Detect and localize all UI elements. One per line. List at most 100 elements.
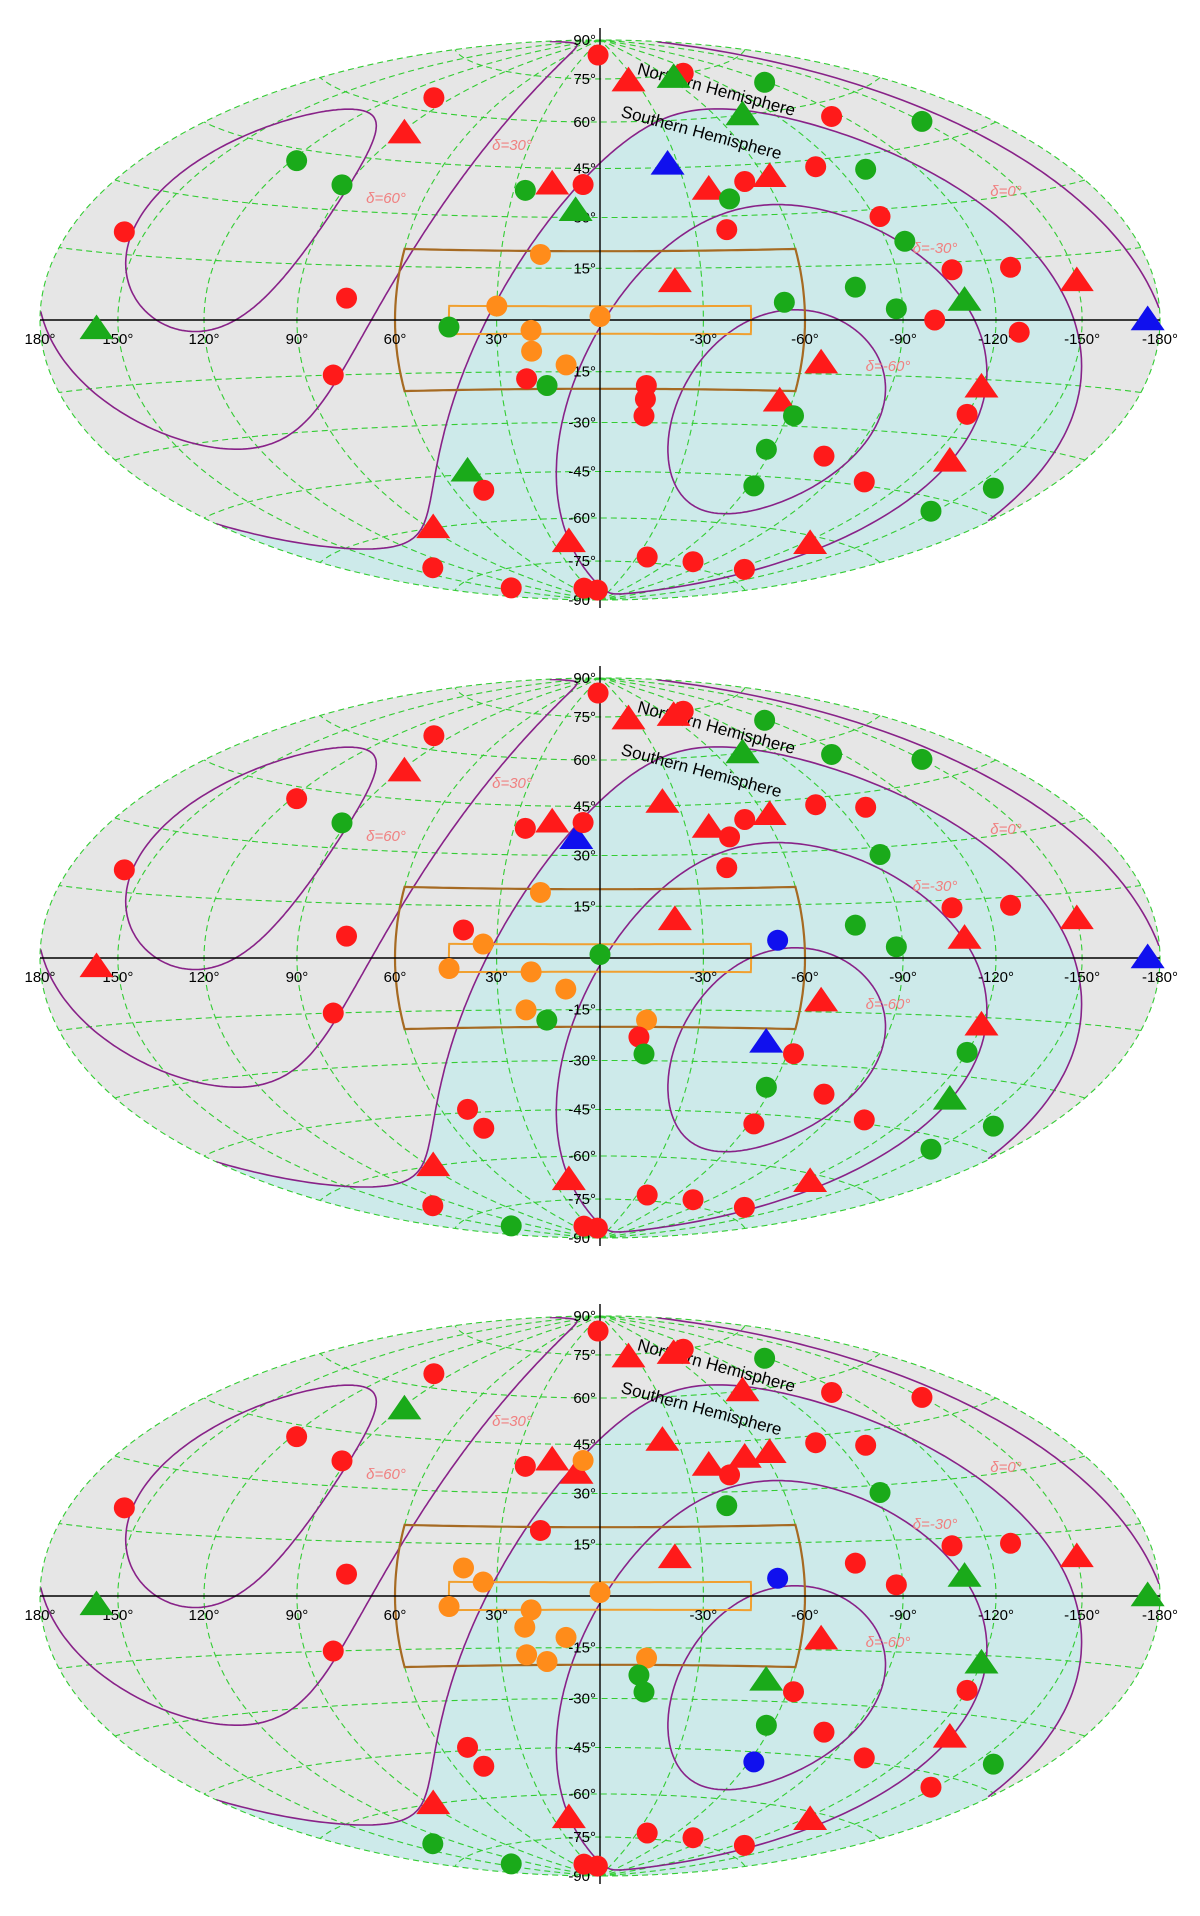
source-triangle-red (727, 1443, 762, 1468)
source-circle-green (743, 475, 765, 497)
source-circle-red (636, 1184, 658, 1206)
source-triangle-red (535, 1445, 570, 1471)
lon-tick-label: 30° (485, 1607, 508, 1624)
source-circle-green (422, 1833, 444, 1855)
source-circle-orange (472, 933, 494, 955)
source-circle-red (113, 1497, 135, 1519)
lat-tick-label: 45° (573, 798, 596, 815)
source-circle-red (956, 1679, 978, 1701)
source-circle-red (734, 808, 756, 830)
lon-tick-label: -60° (791, 1607, 819, 1624)
lon-tick-label: 180° (24, 331, 55, 348)
parallel (319, 715, 881, 761)
meridian (496, 39, 601, 601)
dec-zero-label: δ=0° (990, 1459, 1021, 1476)
source-circle-green (982, 1753, 1004, 1775)
source-triangle-red (551, 527, 586, 553)
dec-plus30-label: δ=30° (492, 137, 532, 154)
source-triangle-red (645, 788, 680, 813)
declination-contours (40, 678, 1160, 1233)
source-circle-red (783, 1043, 805, 1065)
source-circle-red (331, 1450, 353, 1472)
source-circle-red (956, 403, 978, 425)
declination-contour (215, 1161, 421, 1188)
source-circle-green (885, 936, 907, 958)
source-markers (79, 44, 1165, 601)
dec-plus60-label: δ=60° (366, 190, 406, 207)
source-triangle-green (725, 100, 760, 126)
lon-tick-label: -150° (1064, 969, 1100, 986)
source-circle-green (869, 844, 891, 866)
source-circle-red (336, 1563, 358, 1585)
source-triangle-red (752, 162, 787, 188)
source-triangle-green (932, 1084, 967, 1110)
source-circle-red (813, 445, 835, 467)
source-circle-red (473, 1755, 495, 1777)
source-circle-green (844, 276, 866, 298)
declination-contours (40, 1316, 1160, 1871)
source-circle-red (636, 1822, 658, 1844)
source-triangle-blue (650, 150, 685, 175)
source-circle-orange (486, 295, 508, 317)
declination-contour (667, 1585, 887, 1791)
lon-tick-label: -30° (690, 331, 718, 348)
source-circle-green (438, 316, 460, 338)
source-circle-green (286, 150, 308, 172)
source-triangle-red (691, 1451, 726, 1476)
source-circle-red (813, 1083, 835, 1105)
source-circle-red (853, 1109, 875, 1131)
lat-tick-label: -45° (568, 1102, 596, 1119)
source-triangle-red (752, 800, 787, 826)
source-triangle-red (691, 813, 726, 838)
source-circle-green (844, 914, 866, 936)
source-circle-red (844, 1552, 866, 1574)
source-markers (79, 1320, 1165, 1877)
source-triangle-green (656, 63, 691, 88)
source-triangle-green (749, 1665, 784, 1691)
lon-tick-label: -60° (791, 331, 819, 348)
lat-tick-label: -30° (568, 1052, 596, 1069)
lon-tick-label: 120° (189, 331, 220, 348)
source-circle-green (633, 1043, 655, 1065)
source-triangle-red (691, 175, 726, 200)
declination-contour (124, 1384, 378, 1609)
lat-tick-label: -45° (568, 1740, 596, 1757)
source-circle-orange (529, 243, 551, 265)
source-triangle-red (416, 1151, 451, 1177)
source-circle-red (423, 87, 445, 109)
lat-tick-label: 15° (573, 1536, 596, 1553)
source-circle-green (911, 110, 933, 132)
lat-tick-label: 30° (573, 1486, 596, 1503)
source-markers (79, 682, 1165, 1239)
declination-contour (40, 1587, 281, 1726)
dec-plus60-label: δ=60° (366, 1466, 406, 1483)
lon-tick-label: 90° (286, 331, 309, 348)
declination-contour (667, 947, 887, 1153)
source-circle-red (322, 364, 344, 386)
source-triangle-blue (559, 824, 594, 850)
lon-tick-label: -120° (978, 969, 1014, 986)
source-circle-green (628, 1664, 650, 1686)
source-circle-red (1000, 1532, 1022, 1554)
source-circle-orange (452, 1557, 474, 1579)
source-circle-red (869, 206, 891, 228)
source-triangle-red (793, 1167, 828, 1192)
source-circle-orange (555, 354, 577, 376)
source-triangle-blue (749, 1027, 784, 1053)
source-circle-green (920, 1138, 942, 1160)
source-triangle-red (387, 756, 422, 782)
source-circle-green (589, 944, 611, 966)
source-triangle-red (611, 66, 646, 92)
source-triangle-green (725, 738, 760, 764)
source-circle-green (754, 71, 776, 93)
lat-tick-label: -15° (568, 1002, 596, 1019)
source-circle-orange (515, 999, 537, 1021)
skymap-panel-2: 180° 150° 120° 90° 60° 30° -30° -60° -90° -120° -1… (24, 666, 1178, 1247)
lon-tick-label: -30° (690, 1607, 718, 1624)
source-circle-orange (520, 319, 542, 341)
lat-tick-label: 90° (573, 1308, 596, 1325)
galactic-center-box (447, 1580, 753, 1612)
source-circle-red (587, 44, 609, 66)
lon-tick-label: -180° (1142, 1607, 1178, 1624)
